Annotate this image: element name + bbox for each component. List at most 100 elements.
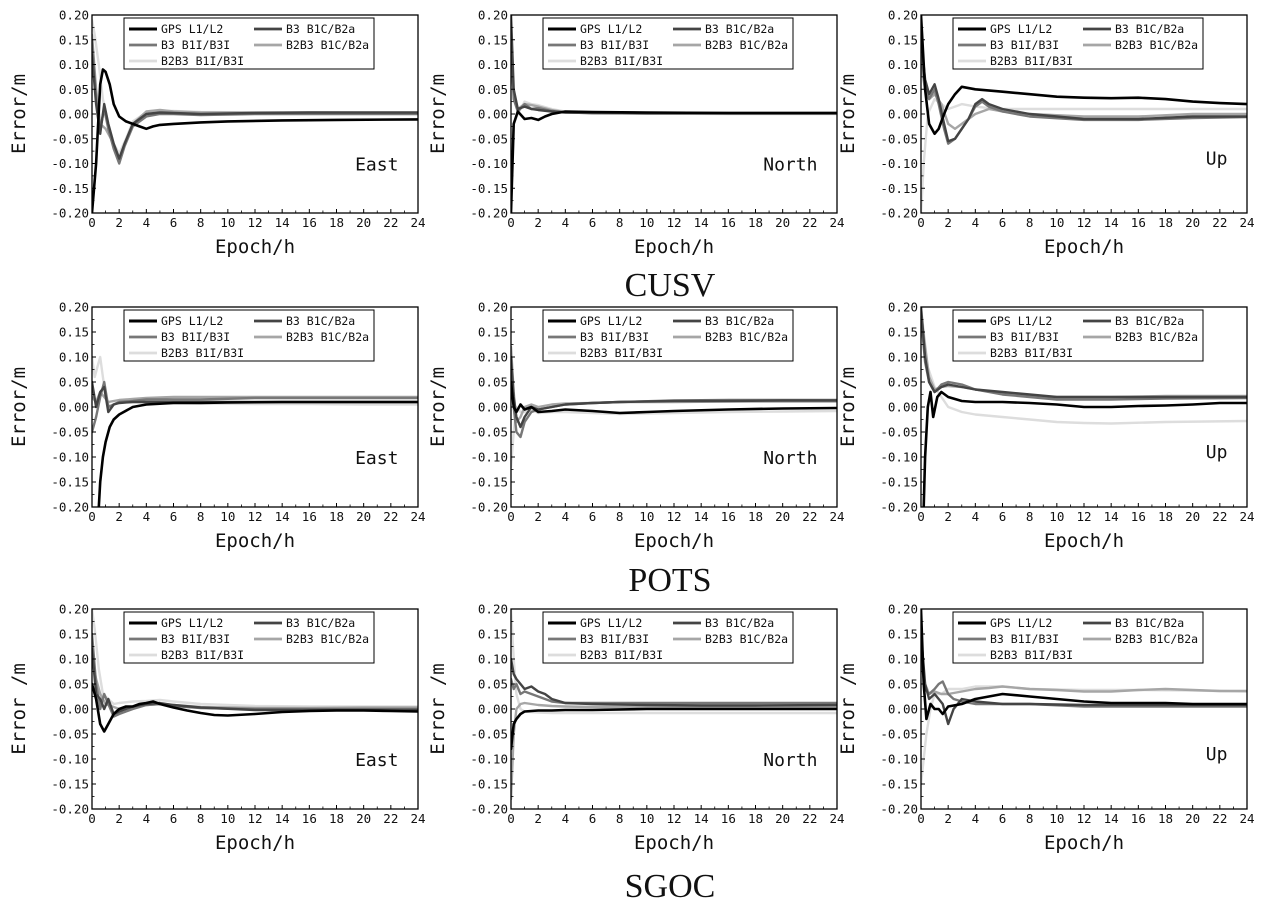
legend-entry: B2B3 B1C/B2a	[705, 632, 788, 646]
x-tick-label: 4	[143, 509, 151, 524]
x-tick-label: 24	[829, 215, 844, 230]
y-axis-label: Error/m	[8, 367, 30, 447]
y-tick-label: 0.05	[59, 82, 89, 97]
y-tick-label: 0.00	[59, 702, 89, 717]
series-group	[92, 18, 418, 213]
x-tick-label: 12	[1076, 811, 1091, 826]
x-tick-label: 2	[534, 509, 542, 524]
y-tick-label: -0.05	[470, 425, 508, 440]
series-line-gps-l1-l2	[922, 390, 1247, 507]
x-tick-label: 14	[275, 811, 290, 826]
legend-entry: GPS L1/L2	[161, 314, 223, 328]
y-tick-label: 0.00	[59, 107, 89, 122]
x-tick-label: 4	[562, 215, 570, 230]
y-tick-label: -0.20	[470, 500, 508, 515]
x-tick-label: 16	[302, 509, 317, 524]
legend-entry: B2B3 B1I/B3I	[161, 346, 244, 360]
y-tick-label: -0.10	[880, 450, 918, 465]
series-line-gps-l1-l2	[511, 110, 837, 213]
y-tick-label: 0.10	[888, 652, 918, 667]
y-tick-label: -0.10	[470, 450, 508, 465]
y-tick-label: -0.15	[51, 181, 89, 196]
legend-entry: B2B3 B1I/B3I	[580, 648, 663, 662]
y-tick-label: -0.10	[880, 156, 918, 171]
x-axis-label: Epoch/h	[1044, 832, 1124, 854]
y-axis-label: Error/m	[427, 74, 449, 154]
legend-entry: B2B3 B1I/B3I	[161, 648, 244, 662]
legend-entry: B3 B1C/B2a	[286, 22, 355, 36]
series-line-gps-l1-l2	[511, 380, 837, 415]
legend-entry: B3 B1I/B3I	[990, 632, 1059, 646]
x-tick-label: 2	[944, 215, 952, 230]
legend-entry: B2B3 B1C/B2a	[1115, 38, 1198, 52]
x-tick-label: 24	[410, 215, 425, 230]
x-tick-label: 24	[1239, 509, 1254, 524]
legend-entry: B2B3 B1I/B3I	[161, 54, 244, 68]
x-tick-label: 2	[944, 509, 952, 524]
x-tick-label: 14	[1104, 215, 1119, 230]
x-tick-label: 10	[1049, 811, 1064, 826]
legend: GPS L1/L2 B3 B1C/B2a B3 B1I/B3I B2B3 B1C/B2…	[123, 611, 375, 664]
legend-entry: GPS L1/L2	[161, 22, 223, 36]
x-tick-label: 16	[1131, 215, 1146, 230]
legend: GPS L1/L2 B3 B1C/B2a B3 B1I/B3I B2B3 B1C/B2…	[542, 309, 794, 362]
x-tick-label: 18	[329, 811, 344, 826]
legend-entry: B3 B1C/B2a	[286, 616, 355, 630]
series-line-b2b3-b1c-b2a	[511, 701, 837, 801]
y-tick-label: -0.05	[880, 727, 918, 742]
y-tick-label: -0.05	[880, 425, 918, 440]
legend-entry: B2B3 B1C/B2a	[705, 330, 788, 344]
y-tick-label: 0.05	[888, 82, 918, 97]
series-line-b3-b1i-b3i	[921, 657, 1247, 708]
y-tick-label: 0.05	[59, 677, 89, 692]
y-axis-label: Error/m	[837, 74, 859, 154]
series-line-b3-b1c-b2a	[511, 657, 837, 707]
x-tick-label: 6	[999, 811, 1007, 826]
series-line-gps-l1-l2	[97, 400, 418, 507]
series-line-b2b3-b1i-b3i	[511, 609, 837, 715]
x-tick-label: 4	[972, 509, 980, 524]
x-tick-label: 22	[1212, 811, 1227, 826]
x-tick-label: 6	[589, 509, 597, 524]
x-tick-label: 12	[1076, 215, 1091, 230]
series-group	[92, 355, 418, 507]
x-tick-label: 8	[197, 215, 205, 230]
y-tick-label: 0.05	[478, 375, 508, 390]
series-line-gps-l1-l2	[511, 707, 837, 751]
panel-cusv-east: 0.20 0.15 0.10 0.05 0.00 -0.05 -0.10 -0.15 -0.20…	[8, 8, 426, 259]
x-tick-label: 20	[356, 215, 371, 230]
x-tick-label: 12	[1076, 509, 1091, 524]
series-line-b2b3-b1i-b3i	[921, 307, 1247, 425]
legend-box	[952, 611, 1204, 664]
y-axis-label: Error/m	[8, 74, 30, 154]
station-title-pots: POTS	[628, 562, 711, 599]
x-tick-label: 2	[115, 215, 123, 230]
panel-pots-up: 0.20 0.15 0.10 0.05 0.00 -0.05 -0.10 -0.15 -0.20…	[837, 300, 1255, 553]
y-tick-label: 0.10	[888, 350, 918, 365]
x-tick-label: 8	[1026, 215, 1034, 230]
legend: GPS L1/L2 B3 B1C/B2a B3 B1I/B3I B2B3 B1C/B2…	[542, 611, 794, 664]
y-tick-label: -0.20	[880, 802, 918, 817]
legend-entry: B3 B1I/B3I	[990, 38, 1059, 52]
legend-entry: B2B3 B1C/B2a	[286, 38, 369, 52]
series-line-b3-b1i-b3i	[92, 380, 418, 434]
y-tick-label: 0.05	[59, 375, 89, 390]
x-tick-label: 22	[802, 811, 817, 826]
x-tick-label: 8	[616, 215, 624, 230]
y-tick-label: 0.15	[888, 32, 918, 47]
legend-entry: B3 B1I/B3I	[161, 330, 230, 344]
series-line-b2b3-b1i-b3i	[921, 97, 1247, 213]
panel-sgoc-up: 0.20 0.15 0.10 0.05 0.00 -0.05 -0.10 -0.15 -0.20…	[837, 602, 1255, 855]
y-tick-label: 0.10	[478, 57, 508, 72]
x-tick-label: 22	[1212, 509, 1227, 524]
panel-sgoc-east: 0.20 0.15 0.10 0.05 0.00 -0.05 -0.10 -0.15 -0.20…	[8, 602, 426, 855]
x-tick-label: 10	[220, 509, 235, 524]
x-axis-label: Epoch/h	[634, 236, 714, 258]
x-tick-label: 0	[917, 811, 925, 826]
y-tick-label: 0.15	[478, 325, 508, 340]
legend-entry: GPS L1/L2	[990, 22, 1052, 36]
legend: GPS L1/L2 B3 B1C/B2a B3 B1I/B3I B2B3 B1C/B2…	[542, 17, 794, 70]
legend-entry: GPS L1/L2	[990, 314, 1052, 328]
x-tick-label: 2	[115, 811, 123, 826]
x-tick-label: 16	[721, 215, 736, 230]
